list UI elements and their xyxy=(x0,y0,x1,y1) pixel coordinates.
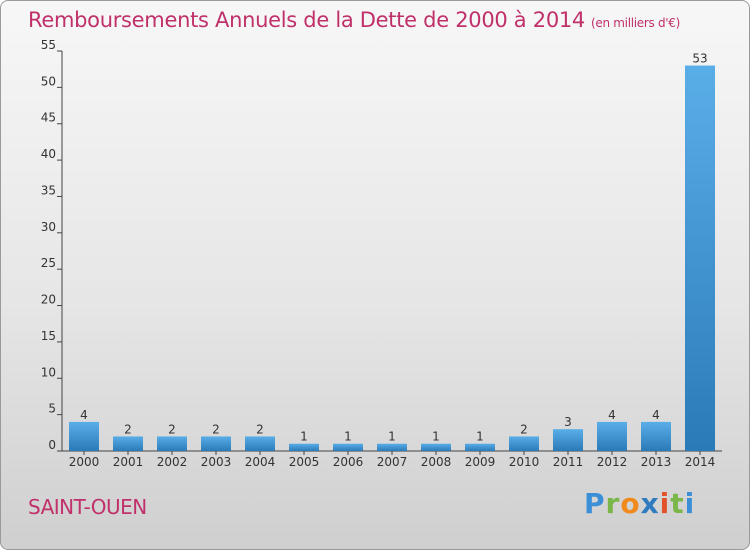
x-tick-label: 2006 xyxy=(333,455,364,469)
bar-2009 xyxy=(465,443,495,451)
bar-2005 xyxy=(289,443,319,451)
value-label: 1 xyxy=(432,430,440,444)
value-label: 2 xyxy=(168,422,176,436)
value-label: 4 xyxy=(652,408,660,422)
value-label: 1 xyxy=(388,430,396,444)
value-label: 4 xyxy=(80,408,88,422)
x-tick-label: 2012 xyxy=(597,455,628,469)
y-tick-label: 35 xyxy=(41,183,56,197)
x-tick-label: 2011 xyxy=(553,455,584,469)
y-tick-label: 25 xyxy=(41,256,56,270)
bar-2012 xyxy=(597,421,627,451)
y-tick-label: 45 xyxy=(41,111,56,125)
proxiti-logo: Proxiti xyxy=(584,487,696,520)
y-tick-label: 40 xyxy=(41,147,56,161)
y-tick-label: 0 xyxy=(48,438,56,452)
x-tick-label: 2004 xyxy=(245,455,276,469)
bar-2003 xyxy=(201,436,231,451)
bar-2014 xyxy=(685,65,715,451)
x-tick-label: 2003 xyxy=(201,455,232,469)
x-tick-label: 2013 xyxy=(641,455,672,469)
x-tick-label: 2008 xyxy=(421,455,452,469)
value-label: 1 xyxy=(476,430,484,444)
y-tick-label: 50 xyxy=(41,74,56,88)
y-tick-label: 15 xyxy=(41,329,56,343)
value-label: 2 xyxy=(212,422,220,436)
chart-title: Remboursements Annuels de la Dette de 20… xyxy=(28,8,680,32)
chart-title-text: Remboursements Annuels de la Dette de 20… xyxy=(28,8,585,32)
value-label: 4 xyxy=(608,408,616,422)
x-tick-label: 2007 xyxy=(377,455,408,469)
x-tick-label: 2002 xyxy=(157,455,188,469)
chart-unit: (en milliers d'€) xyxy=(591,16,681,30)
x-tick-label: 2005 xyxy=(289,455,320,469)
value-label: 2 xyxy=(520,422,528,436)
bar-2013 xyxy=(641,421,671,451)
bar-2002 xyxy=(157,436,187,451)
x-tick-label: 2010 xyxy=(509,455,540,469)
x-tick-label: 2000 xyxy=(69,455,100,469)
value-label: 53 xyxy=(692,52,707,66)
value-label: 1 xyxy=(300,430,308,444)
value-label: 2 xyxy=(124,422,132,436)
y-tick-label: 30 xyxy=(41,220,56,234)
bar-2007 xyxy=(377,443,407,451)
bar-2006 xyxy=(333,443,363,451)
bar-2011 xyxy=(553,429,583,451)
value-label: 2 xyxy=(256,422,264,436)
bar-2010 xyxy=(509,436,539,451)
y-tick-label: 10 xyxy=(41,365,56,379)
x-tick-label: 2014 xyxy=(685,455,716,469)
bar-2001 xyxy=(113,436,143,451)
y-tick-label: 5 xyxy=(48,402,56,416)
value-label: 3 xyxy=(564,415,572,429)
y-tick-label: 20 xyxy=(41,293,56,307)
bar-2004 xyxy=(245,436,275,451)
bar-2008 xyxy=(421,443,451,451)
x-tick-label: 2009 xyxy=(465,455,496,469)
city-name: SAINT-OUEN xyxy=(28,495,147,519)
bar-2000 xyxy=(69,421,99,451)
y-tick-label: 55 xyxy=(41,38,56,52)
value-label: 1 xyxy=(344,430,352,444)
x-tick-label: 2001 xyxy=(113,455,144,469)
